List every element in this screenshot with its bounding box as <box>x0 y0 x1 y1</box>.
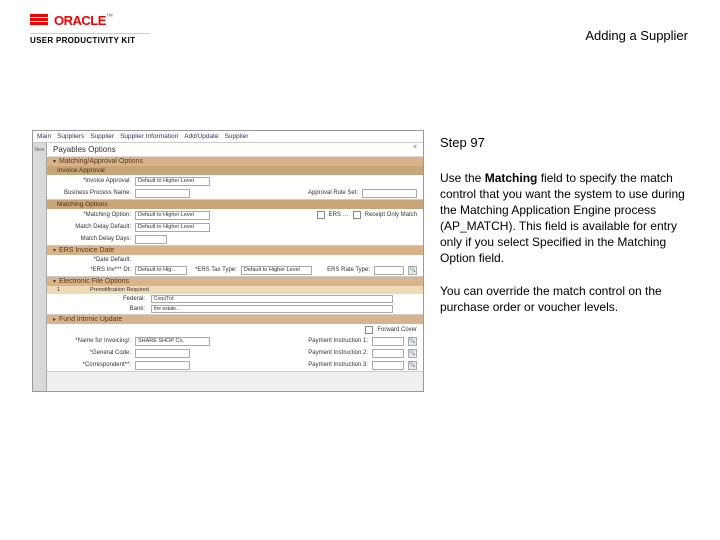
left-sidebar: New <box>33 143 47 391</box>
label-receipt-only: Receipt Only Match <box>365 212 417 218</box>
input-pay-instr-1[interactable] <box>372 337 404 346</box>
label-invoice-approval: *Invoice Approval: <box>53 178 131 184</box>
breadcrumb-item[interactable]: Supplier <box>225 133 249 140</box>
section-header-match-approval[interactable]: Matching/Approval Options <box>47 157 423 166</box>
label-ers-inv-dt: *ERS Inv*** Dt: <box>53 267 131 273</box>
checkbox-forward-cover[interactable] <box>365 326 373 334</box>
app-screenshot: Main Suppliers Supplier Supplier Informa… <box>32 130 424 392</box>
breadcrumb-item[interactable]: Supplier Information <box>120 133 178 140</box>
page-title: Adding a Supplier <box>585 28 688 43</box>
close-icon[interactable]: × <box>411 144 419 152</box>
input-pay-instr-2[interactable] <box>372 349 404 358</box>
logo-brand: ORACLE <box>54 13 106 28</box>
select-match-delay-default[interactable]: Default to Higher Level <box>135 223 210 232</box>
select-matching-option[interactable]: Default to Higher Level <box>135 211 210 220</box>
input-correspondent[interactable] <box>135 361 190 370</box>
label-forward-cover: Forward Cover <box>377 327 417 333</box>
input-bank[interactable]: the estate… <box>151 305 393 313</box>
lookup-icon[interactable]: 🔍 <box>408 361 417 370</box>
instruction-panel: Step 97 Use the Matching field to specif… <box>440 134 690 331</box>
breadcrumb-item[interactable]: Suppliers <box>57 133 84 140</box>
breadcrumb[interactable]: Main Suppliers Supplier Supplier Informa… <box>33 131 423 143</box>
logo-subtitle: USER PRODUCTIVITY KIT <box>30 36 150 45</box>
input-name-invoicing[interactable]: SHARE SHOP Co. <box>135 337 210 346</box>
logo-tm: ™ <box>106 14 113 21</box>
label-general-code: *General Code: <box>53 350 131 356</box>
subsection-matching-options: Matching Options <box>47 200 423 209</box>
lookup-icon[interactable]: 🔍 <box>408 266 417 275</box>
section-header-elec-file[interactable]: Electronic File Options <box>47 277 423 286</box>
grid-col-1: 1 <box>57 287 60 293</box>
section-header-fund-int[interactable]: Fund Intrmic Update <box>47 315 423 324</box>
section-header-ers[interactable]: ERS Invoice Date <box>47 246 423 255</box>
input-federal[interactable]: Corp/Trd <box>151 295 393 303</box>
oracle-logo-icon <box>30 14 48 28</box>
input-approval-ruleset[interactable] <box>362 189 417 198</box>
instruction-text-2: You can override the match control on th… <box>440 283 690 315</box>
panel-title: Payables Options × <box>47 143 423 157</box>
sidebar-label: New <box>33 147 46 153</box>
breadcrumb-item[interactable]: Add/Update <box>184 133 218 140</box>
label-name-invoicing: *Name for Invoicing/: <box>53 338 131 344</box>
label-approval-ruleset: Approval Rule Set: <box>308 190 358 196</box>
input-match-delay-days[interactable] <box>135 235 167 244</box>
input-general-code[interactable] <box>135 349 190 358</box>
label-pay-instr-2: Payment Instruction 2: <box>308 350 368 356</box>
lookup-icon[interactable]: 🔍 <box>408 337 417 346</box>
label-pay-instr-1: Payment Instruction 1: <box>308 338 368 344</box>
step-number: Step 97 <box>440 134 690 152</box>
instruction-text-1: Use the Matching field to specify the ma… <box>440 170 690 267</box>
label-ers-rate: ERS Rate Type: <box>327 267 370 273</box>
breadcrumb-item[interactable]: Supplier <box>90 133 114 140</box>
checkbox-receipt-only[interactable] <box>353 211 361 219</box>
label-ers-tax-type: *ERS Tax Type: <box>195 267 237 273</box>
label-ers-date-default: *Date Default: <box>53 257 131 263</box>
breadcrumb-item[interactable]: Main <box>37 133 51 140</box>
grid-col-prenotif: Prenotification Required <box>90 287 149 293</box>
input-pay-instr-3[interactable] <box>372 361 404 370</box>
input-ers-rate[interactable] <box>374 266 404 275</box>
input-bp-name[interactable] <box>135 189 190 198</box>
select-ers-inv-dt[interactable]: Default to Hig… <box>135 266 187 275</box>
label-bank: Bank: <box>117 306 145 312</box>
lookup-icon[interactable]: 🔍 <box>408 349 417 358</box>
label-ers-cb: ERS … <box>329 212 349 218</box>
label-federal: Federal: <box>117 296 145 302</box>
subsection-invoice-approval: Invoice Approval <box>47 166 423 175</box>
label-match-delay-days: Match Delay Days: <box>53 236 131 242</box>
label-pay-instr-3: Payment Instruction 3: <box>308 362 368 368</box>
select-invoice-approval[interactable]: Default to Higher Level <box>135 177 210 186</box>
label-match-delay-default: Match Delay Default: <box>53 224 131 230</box>
checkbox-ers[interactable] <box>317 211 325 219</box>
label-matching-option: *Matching Option: <box>53 212 131 218</box>
select-ers-tax-type[interactable]: Default to Higher Level <box>241 266 312 275</box>
label-bp-name: Business Process Name: <box>53 190 131 196</box>
logo-block: ORACLE™ USER PRODUCTIVITY KIT <box>30 12 150 45</box>
label-correspondent: *Correspondent**: <box>53 362 131 368</box>
